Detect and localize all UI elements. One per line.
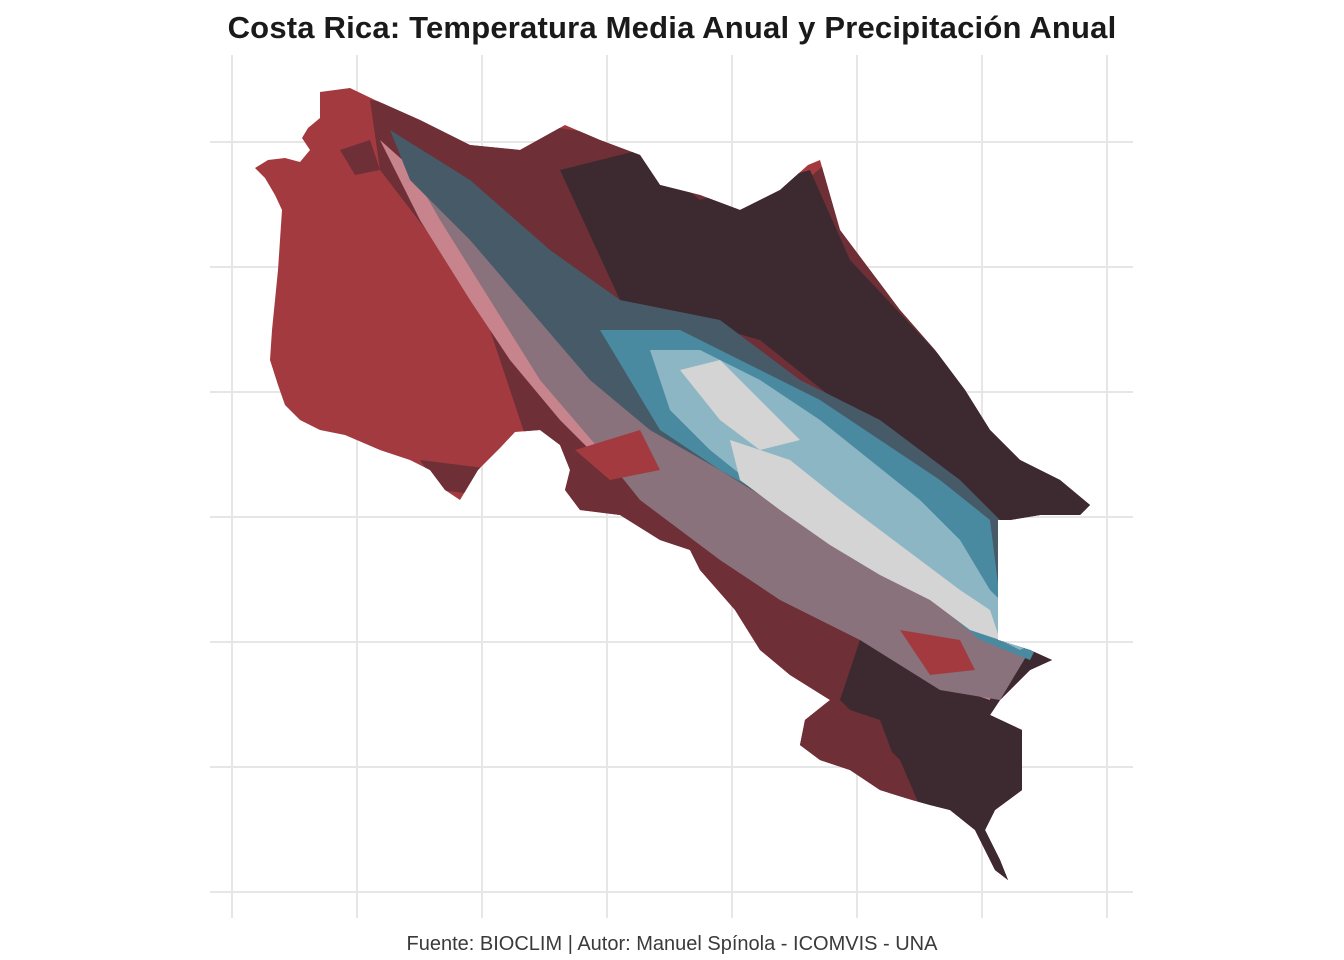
- map-title: Costa Rica: Temperatura Media Anual y Pr…: [227, 10, 1117, 45]
- climate-raster: [255, 88, 1090, 880]
- map-caption: Fuente: BIOCLIM | Autor: Manuel Spínola …: [406, 933, 938, 955]
